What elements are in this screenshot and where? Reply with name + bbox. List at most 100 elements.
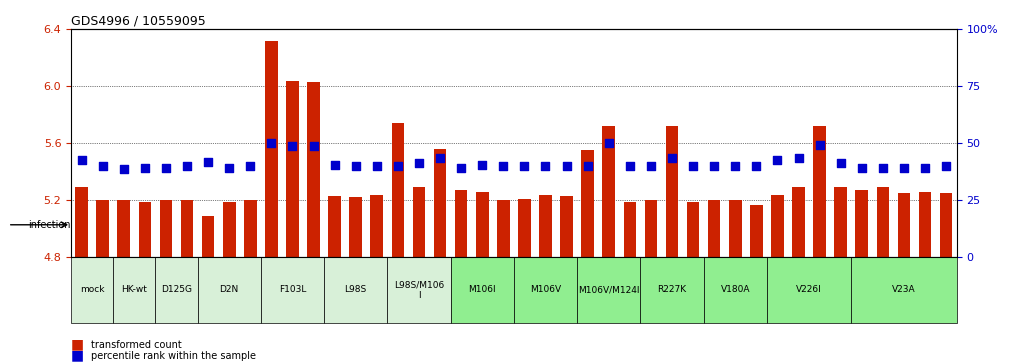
Text: V226I: V226I bbox=[796, 285, 822, 294]
FancyBboxPatch shape bbox=[767, 257, 851, 323]
Bar bbox=[893, 29, 915, 257]
Point bbox=[769, 158, 785, 163]
Bar bbox=[75, 188, 88, 257]
Point bbox=[601, 140, 617, 146]
Point bbox=[369, 163, 385, 169]
Point bbox=[242, 163, 258, 169]
Point bbox=[474, 162, 490, 168]
Bar bbox=[577, 29, 599, 257]
Bar bbox=[367, 29, 387, 257]
Bar bbox=[240, 29, 260, 257]
Bar bbox=[813, 126, 826, 257]
Bar bbox=[430, 29, 451, 257]
Bar bbox=[644, 200, 657, 257]
Bar bbox=[307, 82, 320, 257]
Bar bbox=[560, 196, 573, 257]
Bar bbox=[282, 29, 303, 257]
Point bbox=[285, 143, 301, 149]
Bar bbox=[683, 29, 704, 257]
Bar bbox=[771, 195, 784, 257]
Bar bbox=[599, 29, 619, 257]
Bar bbox=[746, 29, 767, 257]
Bar bbox=[788, 29, 809, 257]
Point bbox=[685, 163, 701, 169]
Bar bbox=[919, 192, 931, 257]
Point bbox=[537, 163, 553, 169]
Bar bbox=[118, 200, 130, 257]
Bar bbox=[619, 29, 640, 257]
Point bbox=[158, 164, 174, 170]
FancyBboxPatch shape bbox=[851, 257, 956, 323]
Bar bbox=[724, 29, 746, 257]
Bar bbox=[497, 200, 510, 257]
Point bbox=[517, 163, 533, 169]
FancyBboxPatch shape bbox=[577, 257, 640, 323]
FancyBboxPatch shape bbox=[71, 257, 113, 323]
Point bbox=[200, 159, 216, 165]
Point bbox=[938, 163, 954, 169]
Point bbox=[347, 163, 364, 169]
Bar bbox=[408, 29, 430, 257]
Point bbox=[115, 166, 132, 172]
Bar bbox=[371, 195, 383, 257]
Text: M106I: M106I bbox=[468, 285, 496, 294]
Point bbox=[558, 163, 574, 169]
Bar bbox=[514, 29, 535, 257]
Bar bbox=[830, 29, 851, 257]
Bar bbox=[915, 29, 936, 257]
Bar bbox=[581, 150, 594, 257]
Bar bbox=[835, 188, 847, 257]
Bar bbox=[472, 29, 492, 257]
FancyBboxPatch shape bbox=[260, 257, 324, 323]
FancyBboxPatch shape bbox=[514, 257, 577, 323]
Bar bbox=[176, 29, 198, 257]
Text: mock: mock bbox=[80, 285, 104, 294]
Text: L98S/M106
I: L98S/M106 I bbox=[394, 280, 444, 300]
Bar bbox=[139, 202, 151, 257]
Bar bbox=[155, 29, 176, 257]
FancyBboxPatch shape bbox=[451, 257, 514, 323]
Bar bbox=[349, 197, 362, 257]
Text: M106V/M124I: M106V/M124I bbox=[578, 285, 639, 294]
Bar bbox=[260, 29, 282, 257]
Point bbox=[411, 160, 427, 166]
Bar bbox=[809, 29, 830, 257]
Point bbox=[622, 163, 638, 169]
Point bbox=[221, 164, 237, 170]
Bar bbox=[687, 202, 699, 257]
Bar bbox=[286, 81, 299, 257]
Bar bbox=[518, 199, 531, 257]
FancyBboxPatch shape bbox=[113, 257, 155, 323]
FancyBboxPatch shape bbox=[387, 257, 451, 323]
Text: D2N: D2N bbox=[220, 285, 239, 294]
Point bbox=[917, 164, 933, 170]
Text: V180A: V180A bbox=[720, 285, 750, 294]
FancyBboxPatch shape bbox=[324, 257, 387, 323]
Bar bbox=[303, 29, 324, 257]
Point bbox=[664, 155, 680, 160]
Point bbox=[74, 158, 90, 163]
Text: ■: ■ bbox=[71, 348, 84, 362]
Text: L98S: L98S bbox=[344, 285, 367, 294]
Bar bbox=[202, 216, 215, 257]
Point bbox=[706, 163, 722, 169]
Bar bbox=[160, 200, 172, 257]
Bar bbox=[792, 188, 805, 257]
Point bbox=[306, 143, 322, 149]
Point bbox=[895, 164, 912, 170]
Bar bbox=[704, 29, 724, 257]
Bar bbox=[624, 202, 636, 257]
Bar bbox=[876, 188, 889, 257]
Point bbox=[727, 163, 744, 169]
Point bbox=[326, 162, 342, 168]
Bar bbox=[345, 29, 367, 257]
Point bbox=[833, 160, 849, 166]
FancyBboxPatch shape bbox=[155, 257, 198, 323]
Bar bbox=[767, 29, 788, 257]
Bar bbox=[661, 29, 683, 257]
Text: percentile rank within the sample: percentile rank within the sample bbox=[91, 351, 256, 362]
FancyBboxPatch shape bbox=[704, 257, 767, 323]
Bar bbox=[71, 29, 92, 257]
Text: transformed count: transformed count bbox=[91, 340, 182, 351]
Bar bbox=[851, 29, 872, 257]
